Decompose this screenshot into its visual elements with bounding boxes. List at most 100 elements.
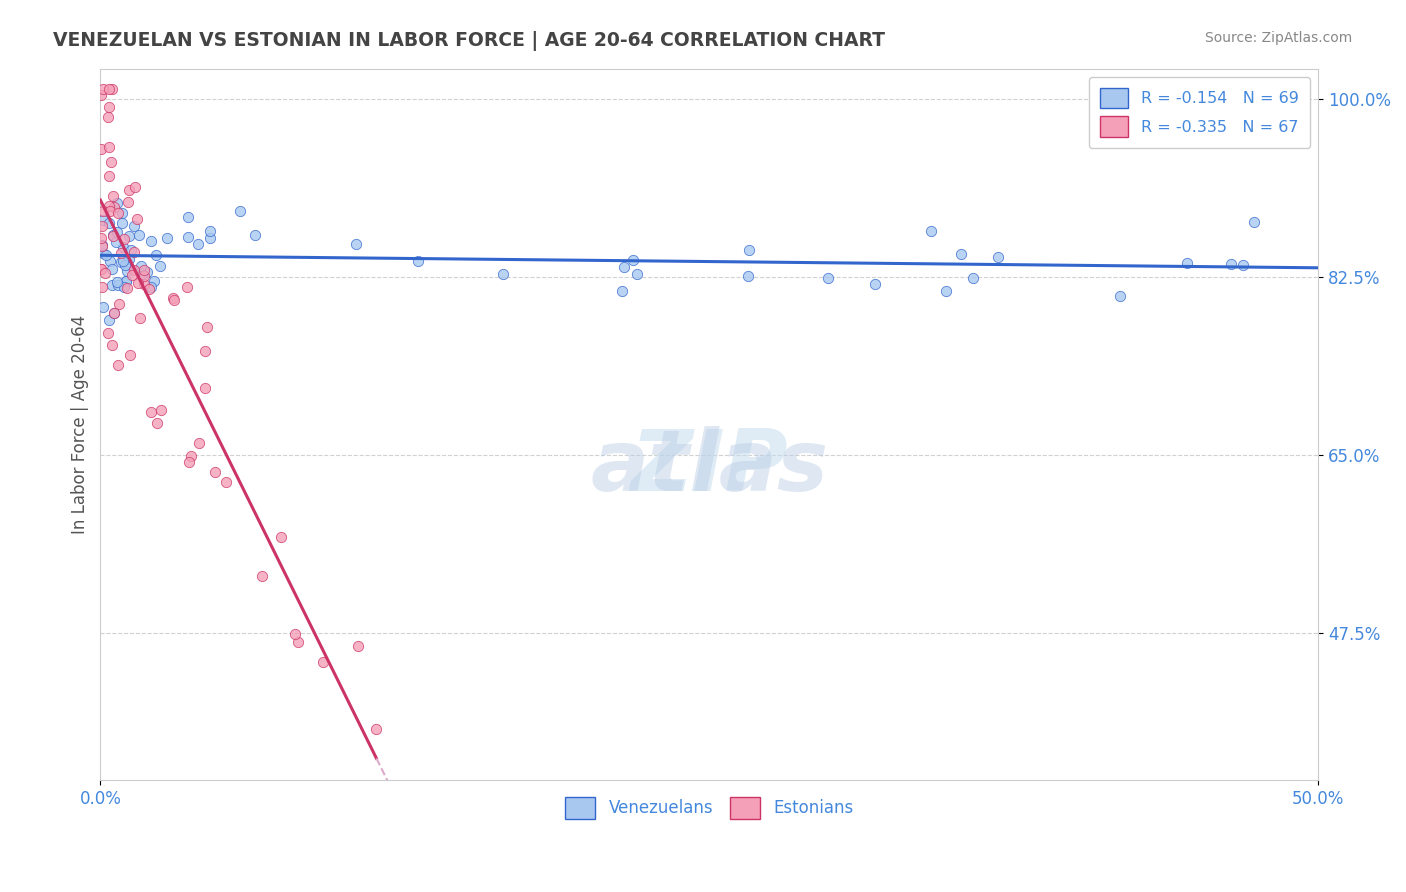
Point: [108, 297, 131, 311]
Point: [97, 111, 120, 125]
Point: [163, 293, 186, 308]
Point: [129, 259, 152, 273]
Point: [90, 261, 112, 276]
Point: [142, 274, 165, 288]
Point: [111, 253, 134, 268]
Point: [107, 206, 129, 220]
Point: [121, 268, 143, 283]
Point: [90, 238, 112, 252]
Point: [131, 267, 153, 281]
Point: [101, 228, 124, 243]
Point: [90, 231, 112, 245]
Point: [252, 568, 274, 582]
Point: [145, 248, 167, 262]
Point: [100, 82, 122, 96]
Point: [132, 268, 155, 283]
Point: [243, 227, 266, 242]
Point: [91, 213, 114, 227]
Point: [626, 267, 648, 281]
Point: [122, 245, 145, 260]
Point: [139, 234, 162, 248]
Point: [117, 195, 139, 210]
Point: [103, 305, 125, 319]
Point: [180, 449, 202, 463]
Point: [105, 275, 128, 289]
Point: [112, 240, 135, 254]
Point: [146, 416, 169, 430]
Point: [98, 203, 121, 218]
Point: [132, 262, 155, 277]
Y-axis label: In Labor Force | Age 20-64: In Labor Force | Age 20-64: [72, 315, 89, 534]
Point: [97, 140, 120, 154]
Point: [188, 436, 211, 450]
Point: [128, 227, 150, 242]
Point: [124, 180, 146, 194]
Point: [149, 259, 172, 273]
Point: [187, 237, 209, 252]
Point: [114, 274, 136, 288]
Point: [120, 244, 142, 258]
Point: [610, 284, 633, 298]
Point: [100, 277, 122, 292]
Point: [229, 204, 252, 219]
Point: [110, 255, 132, 269]
Point: [118, 183, 141, 197]
Point: [817, 271, 839, 285]
Text: Source: ZipAtlas.com: Source: ZipAtlas.com: [1205, 31, 1353, 45]
Point: [492, 267, 515, 281]
Point: [114, 274, 136, 288]
Point: [98, 199, 121, 213]
Point: [284, 627, 307, 641]
Point: [195, 320, 218, 334]
Text: atlas: atlas: [591, 425, 828, 508]
Point: [91, 245, 114, 260]
Point: [344, 236, 367, 251]
Point: [91, 238, 114, 252]
Point: [101, 261, 124, 276]
Point: [117, 252, 139, 266]
Point: [613, 260, 636, 274]
Point: [91, 219, 114, 234]
Point: [101, 338, 124, 352]
Point: [177, 230, 200, 244]
Point: [117, 264, 139, 278]
Point: [950, 246, 973, 260]
Point: [406, 254, 429, 268]
Point: [117, 281, 139, 295]
Point: [107, 278, 129, 293]
Point: [737, 268, 759, 283]
Point: [91, 204, 114, 219]
Point: [134, 277, 156, 291]
Point: [1175, 255, 1198, 269]
Point: [90, 88, 112, 103]
Point: [198, 224, 221, 238]
Point: [101, 227, 124, 242]
Legend: Venezuelans, Estonians: Venezuelans, Estonians: [558, 790, 860, 825]
Point: [738, 243, 761, 257]
Point: [920, 224, 942, 238]
Point: [177, 210, 200, 224]
Point: [107, 358, 129, 372]
Point: [112, 232, 135, 246]
Point: [98, 254, 121, 268]
Point: [194, 343, 217, 358]
Point: [122, 263, 145, 277]
Point: [176, 280, 198, 294]
Point: [865, 277, 887, 292]
Point: [91, 280, 114, 294]
Point: [98, 313, 121, 327]
Point: [103, 306, 125, 320]
Point: [111, 206, 134, 220]
Point: [986, 250, 1008, 264]
Point: [198, 231, 221, 245]
Point: [287, 635, 309, 649]
Point: [156, 231, 179, 245]
Point: [103, 189, 125, 203]
Point: [366, 723, 388, 737]
Point: [91, 300, 114, 314]
Text: VENEZUELAN VS ESTONIAN IN LABOR FORCE | AGE 20-64 CORRELATION CHART: VENEZUELAN VS ESTONIAN IN LABOR FORCE | …: [53, 31, 886, 51]
Point: [139, 280, 162, 294]
Point: [125, 212, 148, 227]
Point: [120, 348, 142, 362]
Point: [204, 465, 226, 479]
